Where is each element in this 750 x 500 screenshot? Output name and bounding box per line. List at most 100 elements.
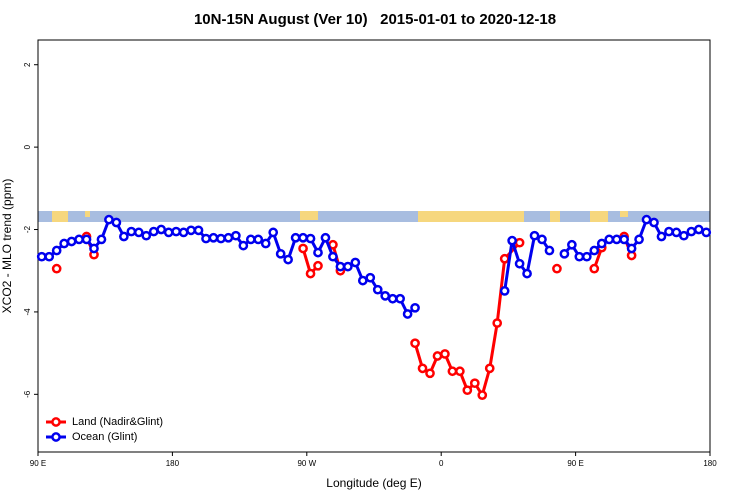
x-tick-label: 90 W [297, 459, 316, 468]
x-tick-label: 90 E [567, 459, 583, 468]
data-point [522, 268, 532, 279]
data-point [298, 232, 308, 243]
data-point [201, 233, 211, 244]
data-point [589, 263, 600, 274]
data-point [611, 234, 622, 245]
data-point [693, 224, 704, 235]
data-point [455, 366, 465, 377]
data-point [290, 232, 301, 243]
data-point [649, 217, 659, 228]
data-point [552, 263, 562, 274]
data-point [499, 286, 510, 296]
land-patch [620, 211, 628, 217]
data-point [641, 214, 652, 225]
data-point [59, 238, 69, 249]
data-point [417, 363, 428, 374]
x-tick-label: 90 E [30, 459, 46, 468]
data-point [119, 231, 129, 242]
data-point [514, 237, 525, 248]
land-patch [300, 211, 318, 220]
data-point [104, 214, 114, 225]
data-point [313, 247, 323, 258]
data-point [514, 258, 525, 269]
data-point [171, 226, 181, 237]
x-tick-label: 180 [703, 459, 717, 468]
legend-label: Ocean (Glint) [72, 431, 137, 443]
y-tick-label: -4 [23, 308, 32, 316]
data-point [313, 260, 323, 271]
plot-frame [37, 39, 711, 453]
y-tick-label: -6 [23, 390, 32, 398]
data-point [283, 254, 293, 265]
data-point [656, 231, 667, 242]
data-point [365, 272, 376, 283]
data-point [567, 239, 577, 250]
data-point [679, 230, 689, 241]
data-point [298, 243, 308, 254]
data-point [380, 291, 391, 301]
legend-marker [51, 432, 61, 442]
data-point [245, 234, 256, 245]
x-axis-label: Longitude (deg E) [326, 476, 421, 490]
data-point [589, 245, 600, 256]
data-point [634, 234, 644, 245]
legend-label: Land (Nadir&Glint) [72, 416, 163, 428]
data-point [208, 232, 219, 243]
data-point [36, 251, 47, 262]
data-point [357, 275, 368, 286]
data-point [141, 230, 152, 241]
data-point [447, 366, 458, 377]
data-point [89, 243, 99, 254]
data-point [81, 234, 92, 245]
data-point [193, 225, 204, 236]
data-point [238, 240, 249, 251]
data-point [51, 263, 62, 274]
data-point [671, 227, 682, 238]
data-point [507, 235, 517, 246]
data-point [133, 227, 144, 238]
data-point [529, 230, 540, 241]
data-point [425, 368, 435, 379]
ocean-band [38, 211, 710, 222]
map-band [38, 211, 710, 222]
data-point [559, 248, 570, 259]
data-point [328, 251, 338, 262]
y-tick-label: -2 [23, 225, 32, 233]
data-point [395, 293, 405, 304]
data-point [462, 385, 473, 396]
data-point [619, 234, 629, 245]
data-point [574, 251, 585, 262]
data-point [305, 233, 316, 244]
data-point [537, 234, 547, 245]
data-point [350, 257, 361, 268]
data-point [66, 236, 77, 247]
data-point [410, 338, 420, 349]
data-point [275, 248, 286, 259]
data-point [178, 227, 189, 238]
land-patch [550, 211, 560, 222]
data-point [96, 234, 107, 245]
data-point [604, 234, 615, 245]
data-point [477, 390, 488, 400]
data-point [156, 224, 167, 235]
data-point [440, 349, 450, 359]
legend-marker [51, 417, 61, 427]
data-point [335, 261, 346, 272]
data-point [686, 226, 697, 237]
data-point [581, 251, 592, 262]
data-point [372, 284, 383, 295]
data-point [231, 230, 241, 241]
land-patch [418, 211, 524, 222]
data-point [186, 225, 196, 236]
data-point [664, 226, 674, 237]
data-point [223, 232, 234, 243]
data-point [320, 232, 331, 243]
data-point [260, 238, 271, 249]
y-tick-label: 2 [23, 62, 32, 67]
data-point [544, 245, 555, 256]
data-point [268, 227, 279, 238]
data-point [432, 351, 443, 361]
data-point [701, 227, 712, 238]
land-patch [590, 211, 608, 222]
data-point [74, 234, 84, 245]
